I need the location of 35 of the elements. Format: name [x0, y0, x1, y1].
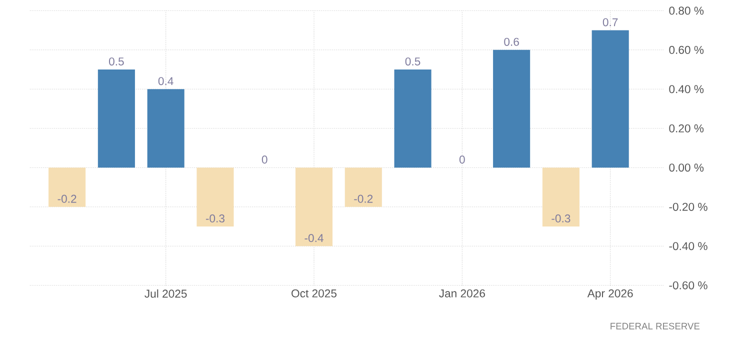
x-tick-label: Apr 2026	[587, 289, 633, 300]
y-tick-label: -0.60 %	[669, 281, 708, 290]
data-label: -0.3	[206, 214, 224, 222]
data-label: 0.6	[504, 38, 519, 46]
data-label: 0	[459, 156, 465, 164]
bar	[196, 168, 234, 226]
data-label: 0.4	[158, 77, 174, 86]
y-tick-label: 0.20 %	[669, 124, 704, 132]
bar	[542, 168, 580, 226]
data-label: -0.2	[354, 194, 373, 203]
bar	[592, 30, 629, 168]
bar	[48, 168, 86, 207]
bar	[394, 70, 432, 168]
y-tick-label: -0.20 %	[669, 202, 708, 211]
x-tick-label: Jan 2026	[439, 289, 485, 298]
bar	[147, 89, 184, 168]
y-tick-label: -0.40 %	[669, 242, 708, 250]
data-label: -0.2	[58, 194, 76, 203]
y-tick-label: 0.80 %	[669, 6, 704, 15]
data-label: 0.5	[109, 57, 124, 66]
text: FEDERAL RESERVE	[610, 322, 700, 330]
x-tick-label: Jul 2025	[144, 289, 187, 298]
data-label: -0.4	[304, 234, 324, 242]
y-tick-label: 0.60 %	[669, 46, 704, 54]
bar	[493, 50, 530, 168]
bar	[295, 168, 333, 246]
bar	[98, 70, 135, 168]
data-label: 0.7	[602, 18, 618, 26]
bar	[344, 168, 382, 207]
y-tick-label: 0.40 %	[669, 85, 704, 94]
data-label: 0.5	[405, 57, 420, 66]
x-tick-label: Oct 2025	[292, 289, 337, 298]
data-label: 0	[262, 156, 268, 164]
y-tick-label: 0.00 %	[669, 164, 704, 172]
data-label: -0.3	[552, 214, 570, 222]
